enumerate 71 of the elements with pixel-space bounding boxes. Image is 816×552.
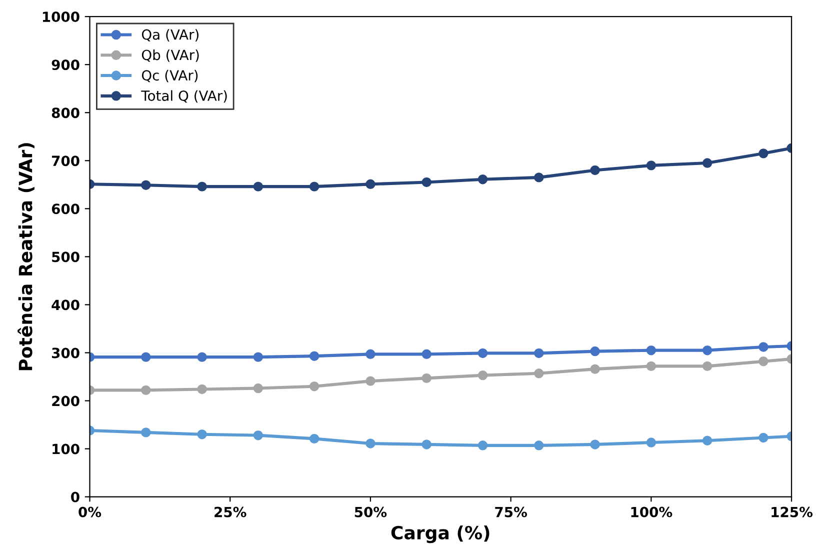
point <box>309 434 320 444</box>
y-tick-label: 0 <box>71 492 80 502</box>
x-tick-label: 25% <box>214 506 246 518</box>
point <box>758 148 768 158</box>
point <box>309 351 320 361</box>
point <box>534 368 544 378</box>
x-tick-label: 100% <box>631 506 672 518</box>
point <box>253 352 264 362</box>
point <box>758 342 768 352</box>
point <box>309 182 320 192</box>
y-tick-label: 800 <box>52 108 80 118</box>
point <box>646 438 656 448</box>
y-tick-label: 300 <box>52 348 80 358</box>
point <box>702 345 712 356</box>
point <box>702 436 712 446</box>
point <box>141 352 151 362</box>
point <box>197 182 207 192</box>
point <box>366 438 376 448</box>
point <box>758 432 768 443</box>
point <box>590 346 600 356</box>
legend-label: Total Q (VAr) <box>141 90 227 103</box>
x-tick-label: 75% <box>495 506 527 518</box>
legend-label: Qa (VAr) <box>142 29 198 42</box>
point <box>534 172 544 182</box>
point <box>590 165 600 176</box>
point <box>646 345 656 356</box>
x-tick-label: 50% <box>354 506 387 518</box>
x-tick-label: 125% <box>772 506 813 518</box>
point <box>590 364 600 374</box>
y-tick-label: 700 <box>52 156 80 166</box>
point <box>702 361 712 372</box>
point <box>309 381 320 392</box>
point <box>646 160 656 170</box>
point <box>534 348 544 358</box>
point <box>366 179 376 190</box>
y-axis-title: Potência Reativa (VAr) <box>18 143 34 370</box>
x-tick-label: 0% <box>78 506 102 518</box>
y-tick-label: 500 <box>52 252 80 262</box>
point <box>646 361 656 372</box>
point <box>590 440 600 450</box>
point <box>422 373 432 384</box>
point <box>197 430 207 440</box>
point <box>253 383 264 394</box>
point <box>422 440 432 450</box>
point <box>422 349 432 360</box>
point <box>422 177 432 188</box>
x-axis-title: Carga (%) <box>391 526 490 544</box>
point <box>197 384 207 394</box>
y-tick-label: 400 <box>52 300 80 310</box>
y-tick-label: 600 <box>52 204 80 214</box>
point <box>141 428 151 438</box>
y-tick-label: 200 <box>52 396 80 406</box>
point <box>366 376 376 386</box>
point <box>253 182 264 192</box>
point <box>478 174 488 184</box>
point <box>197 352 207 362</box>
point <box>534 440 544 450</box>
legend-label: Qb (VAr) <box>142 49 199 62</box>
point <box>366 349 376 360</box>
point <box>478 348 488 358</box>
point <box>253 430 264 440</box>
legend-label: Qc (VAr) <box>142 70 198 82</box>
y-tick-label: 900 <box>52 60 80 70</box>
point <box>758 356 768 366</box>
y-tick-label: 100 <box>52 444 80 454</box>
point <box>478 440 488 450</box>
point <box>141 180 151 190</box>
point <box>478 370 488 380</box>
point <box>141 385 151 396</box>
y-tick-label: 1000 <box>42 12 80 22</box>
point <box>702 158 712 168</box>
